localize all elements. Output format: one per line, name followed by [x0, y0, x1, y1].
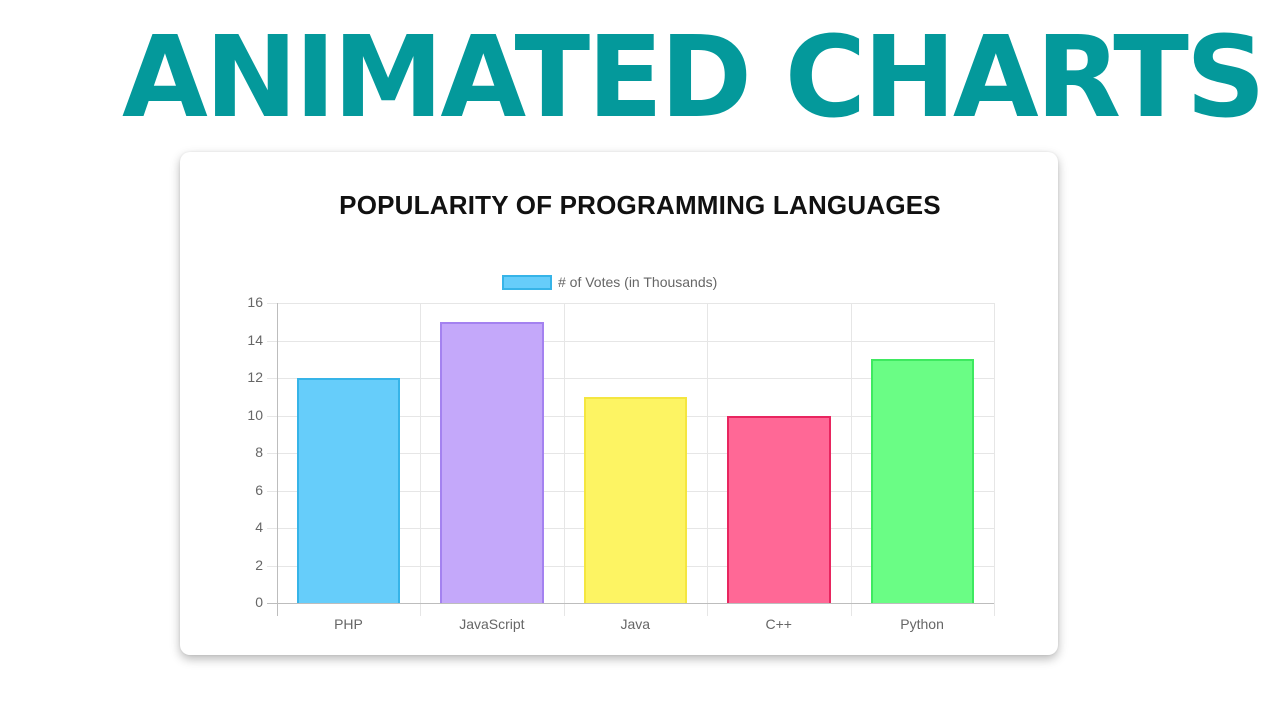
gridline-vertical [850, 303, 852, 616]
x-axis [267, 603, 994, 604]
x-tick-label: Python [900, 616, 944, 632]
y-tick-label: 8 [255, 444, 263, 460]
bar-javascript[interactable] [440, 321, 544, 603]
legend-label: # of Votes (in Thousands) [558, 274, 718, 290]
y-tick-label: 6 [255, 481, 263, 498]
gridline-vertical [563, 303, 565, 616]
gridline-vertical [994, 303, 995, 616]
x-tick-label: JavaScript [459, 616, 525, 632]
x-tick-label: Java [620, 616, 651, 632]
gridline-horizontal [267, 303, 994, 304]
x-tick-label: PHP [334, 616, 363, 632]
y-tick-label: 10 [247, 406, 263, 423]
y-tick-label: 12 [247, 369, 263, 385]
headline: ANIMATED CHARTS [122, 13, 1266, 143]
y-tick-label: 16 [247, 294, 263, 310]
bar-python[interactable] [870, 359, 974, 603]
y-tick-label: 14 [247, 331, 263, 348]
x-tick-label: C++ [765, 616, 792, 632]
bar-php[interactable] [297, 378, 401, 603]
y-axis [277, 303, 278, 616]
plot-area: 0 2 4 6 8 10 12 14 16 PHP JavaScript Java C++ Python [247, 294, 995, 632]
chart-legend[interactable]: # of Votes (in Thousands) [502, 273, 717, 291]
chart-title: POPULARITY OF PROGRAMMING LANGUAGES [339, 190, 941, 220]
gridline-horizontal [267, 340, 994, 342]
bar-java[interactable] [583, 396, 688, 603]
y-tick-label: 2 [255, 556, 263, 573]
gridline-vertical [707, 303, 709, 616]
y-tick-label: 0 [255, 594, 263, 610]
gridline-vertical [420, 303, 422, 616]
y-tick-label: 4 [255, 519, 263, 535]
gridline-horizontal [267, 378, 994, 379]
legend-swatch [502, 274, 552, 290]
bar-cplusplus[interactable] [727, 415, 831, 603]
